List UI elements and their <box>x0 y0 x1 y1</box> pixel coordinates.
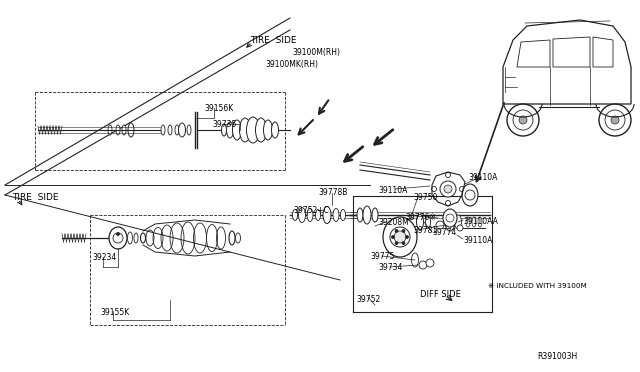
Ellipse shape <box>239 118 250 142</box>
Ellipse shape <box>466 217 470 227</box>
Ellipse shape <box>227 122 234 138</box>
Ellipse shape <box>255 118 266 142</box>
Ellipse shape <box>419 261 427 269</box>
Ellipse shape <box>108 125 112 135</box>
Text: 39776※: 39776※ <box>405 213 436 222</box>
Ellipse shape <box>134 233 138 243</box>
Circle shape <box>113 233 123 243</box>
Text: 39155K: 39155K <box>100 308 129 317</box>
Ellipse shape <box>472 217 476 227</box>
Ellipse shape <box>271 122 278 138</box>
Ellipse shape <box>292 209 298 221</box>
Ellipse shape <box>232 120 241 140</box>
Ellipse shape <box>161 125 165 135</box>
Ellipse shape <box>109 227 127 249</box>
Text: 39781: 39781 <box>413 226 437 235</box>
Ellipse shape <box>426 216 431 228</box>
Ellipse shape <box>236 233 241 243</box>
Ellipse shape <box>316 209 321 221</box>
Ellipse shape <box>187 125 191 135</box>
Circle shape <box>395 230 398 232</box>
Text: 39156K: 39156K <box>204 104 233 113</box>
Text: 39735: 39735 <box>212 120 236 129</box>
Text: 39208M: 39208M <box>378 218 409 227</box>
Circle shape <box>116 232 120 235</box>
Ellipse shape <box>372 208 378 222</box>
Text: 39234: 39234 <box>92 253 116 262</box>
Circle shape <box>446 214 454 222</box>
Circle shape <box>519 116 527 124</box>
Ellipse shape <box>175 125 179 135</box>
Ellipse shape <box>454 215 461 229</box>
Text: 39752+C: 39752+C <box>293 206 329 215</box>
Text: TIRE  SIDE: TIRE SIDE <box>12 193 58 202</box>
Circle shape <box>392 235 394 238</box>
Ellipse shape <box>229 231 235 245</box>
Text: 39774: 39774 <box>432 228 456 237</box>
Ellipse shape <box>417 215 424 230</box>
Ellipse shape <box>246 117 259 143</box>
Text: DIFF SIDE: DIFF SIDE <box>420 290 461 299</box>
Text: 39778B: 39778B <box>318 188 348 197</box>
Circle shape <box>426 259 434 267</box>
Ellipse shape <box>323 206 331 224</box>
Ellipse shape <box>128 123 134 137</box>
Text: 39110A: 39110A <box>463 236 492 245</box>
Circle shape <box>457 225 463 231</box>
Text: 39110AA: 39110AA <box>463 217 498 226</box>
Ellipse shape <box>264 120 273 140</box>
Ellipse shape <box>333 208 339 221</box>
Circle shape <box>599 104 631 136</box>
Circle shape <box>431 186 436 192</box>
Circle shape <box>406 235 408 238</box>
Ellipse shape <box>363 206 371 224</box>
Circle shape <box>460 186 465 192</box>
Circle shape <box>513 110 533 130</box>
Ellipse shape <box>116 125 120 135</box>
Ellipse shape <box>445 213 455 231</box>
Circle shape <box>440 181 456 197</box>
Circle shape <box>436 221 444 229</box>
Ellipse shape <box>340 209 346 221</box>
Circle shape <box>395 241 398 244</box>
Text: R391003H: R391003H <box>538 352 578 361</box>
Text: 39100M(RH): 39100M(RH) <box>292 48 340 57</box>
Ellipse shape <box>462 184 478 206</box>
Circle shape <box>605 110 625 130</box>
Circle shape <box>611 116 619 124</box>
Text: 39110A: 39110A <box>378 186 408 195</box>
Text: 39775: 39775 <box>370 252 394 261</box>
Ellipse shape <box>357 208 363 222</box>
Circle shape <box>465 190 475 200</box>
Ellipse shape <box>221 124 227 136</box>
Circle shape <box>507 104 539 136</box>
Ellipse shape <box>383 217 417 257</box>
Circle shape <box>445 201 451 205</box>
Text: 39752: 39752 <box>356 295 380 304</box>
Text: ※ INCLUDED WITH 39100M: ※ INCLUDED WITH 39100M <box>488 283 587 289</box>
Circle shape <box>444 185 452 193</box>
Ellipse shape <box>307 208 313 221</box>
Ellipse shape <box>412 253 419 267</box>
Ellipse shape <box>298 208 305 222</box>
Ellipse shape <box>122 125 126 135</box>
Circle shape <box>394 231 406 243</box>
Text: 39110A: 39110A <box>468 173 497 182</box>
Text: TIRE  SIDE: TIRE SIDE <box>250 36 296 45</box>
Ellipse shape <box>179 123 186 137</box>
Ellipse shape <box>127 232 132 244</box>
Ellipse shape <box>478 217 482 227</box>
Text: 39100MK(RH): 39100MK(RH) <box>265 60 318 69</box>
Ellipse shape <box>443 209 457 227</box>
Circle shape <box>390 227 410 247</box>
Ellipse shape <box>141 233 145 243</box>
Circle shape <box>445 173 451 177</box>
Ellipse shape <box>168 125 172 135</box>
Text: 39750: 39750 <box>413 193 437 202</box>
Text: 39734: 39734 <box>378 263 403 272</box>
Circle shape <box>402 230 405 232</box>
Circle shape <box>402 241 405 244</box>
